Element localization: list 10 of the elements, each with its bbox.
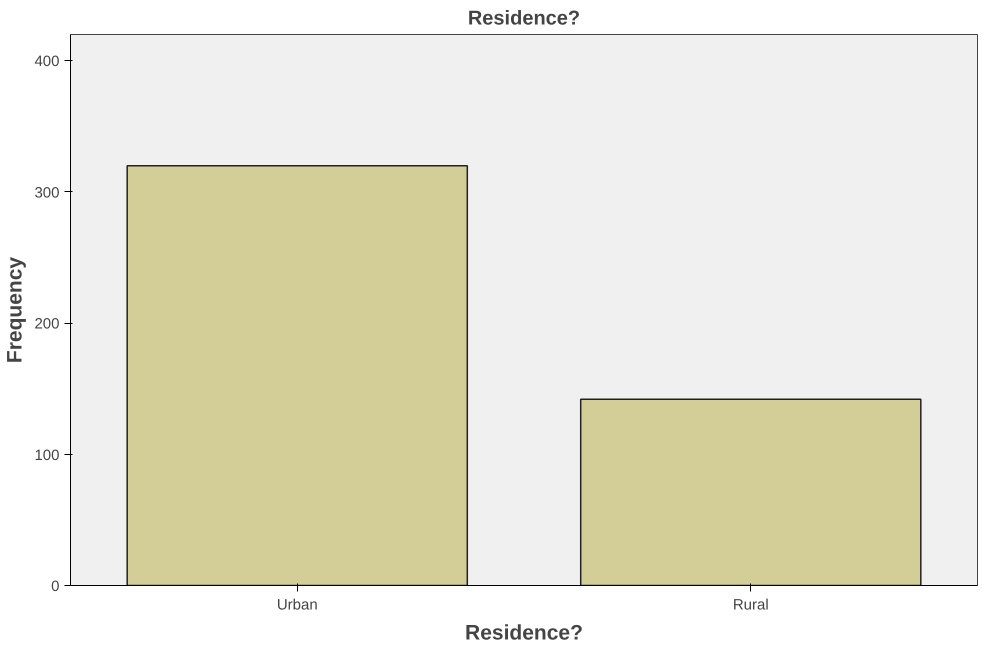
- x-axis-title: Residence?: [465, 622, 583, 644]
- y-tick-label: 100: [34, 446, 60, 464]
- y-tick-label: 0: [51, 578, 60, 595]
- chart-title: Residence?: [468, 8, 580, 30]
- x-tick-label: Rural: [732, 596, 769, 614]
- y-tick-label: 300: [34, 184, 60, 202]
- y-tick-label: 200: [34, 316, 60, 333]
- y-axis-title: Frequency: [3, 256, 26, 364]
- y-tick-label: 400: [34, 53, 60, 70]
- x-tick-label: Urban: [276, 596, 318, 614]
